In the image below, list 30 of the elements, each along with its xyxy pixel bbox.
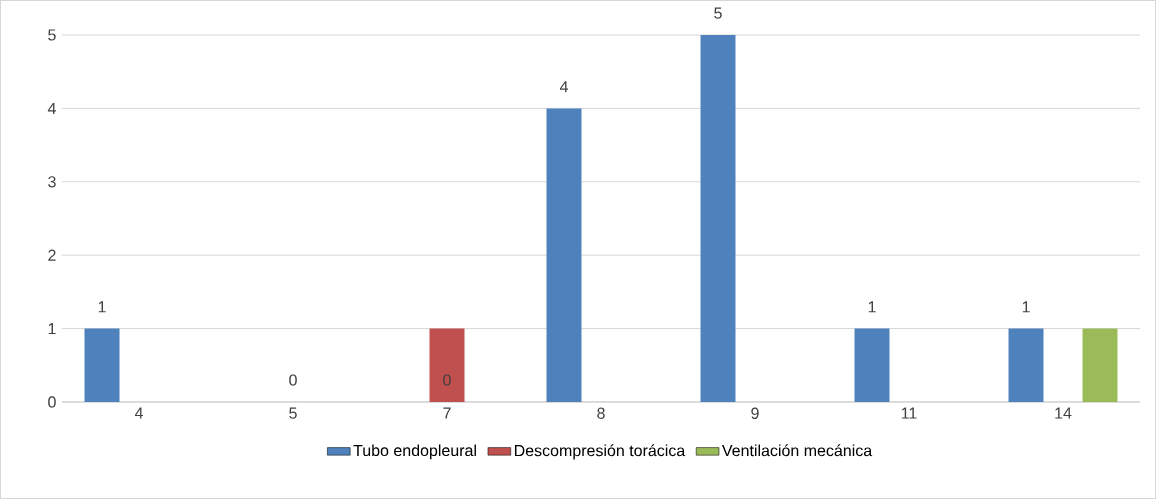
data-label: 1 <box>868 301 876 313</box>
y-tick-label: 4 <box>47 102 56 114</box>
bar <box>84 328 120 402</box>
legend-label: Descompresión torácica <box>514 444 686 460</box>
y-tick-label: 1 <box>48 323 56 335</box>
y-tick-label: 3 <box>48 176 56 188</box>
x-tick-label: 8 <box>597 407 605 419</box>
data-label: 1 <box>1022 301 1030 313</box>
y-tick-label: 0 <box>48 396 56 408</box>
x-tick-label: 5 <box>289 407 297 419</box>
bar <box>854 328 890 402</box>
data-label: 4 <box>559 81 568 93</box>
bar <box>700 34 736 402</box>
bar <box>429 328 465 402</box>
bar <box>1082 328 1118 402</box>
x-tick-label: 9 <box>751 407 759 419</box>
x-tick-label: 14 <box>1055 407 1072 419</box>
x-tick-label: 7 <box>443 407 451 419</box>
legend-label: Ventilación mecánica <box>721 444 873 457</box>
x-tick-label: 4 <box>134 407 143 419</box>
y-tick-label: 2 <box>48 249 56 261</box>
data-label: 1 <box>98 301 106 313</box>
legend-label: Tubo endopleural <box>353 444 476 460</box>
data-label: 0 <box>443 374 451 386</box>
x-tick-label: 11 <box>901 407 917 419</box>
bar <box>546 108 582 402</box>
y-tick-label: 5 <box>48 29 56 41</box>
bar <box>1008 328 1044 402</box>
data-label: 0 <box>289 374 297 386</box>
data-label: 5 <box>714 7 722 19</box>
